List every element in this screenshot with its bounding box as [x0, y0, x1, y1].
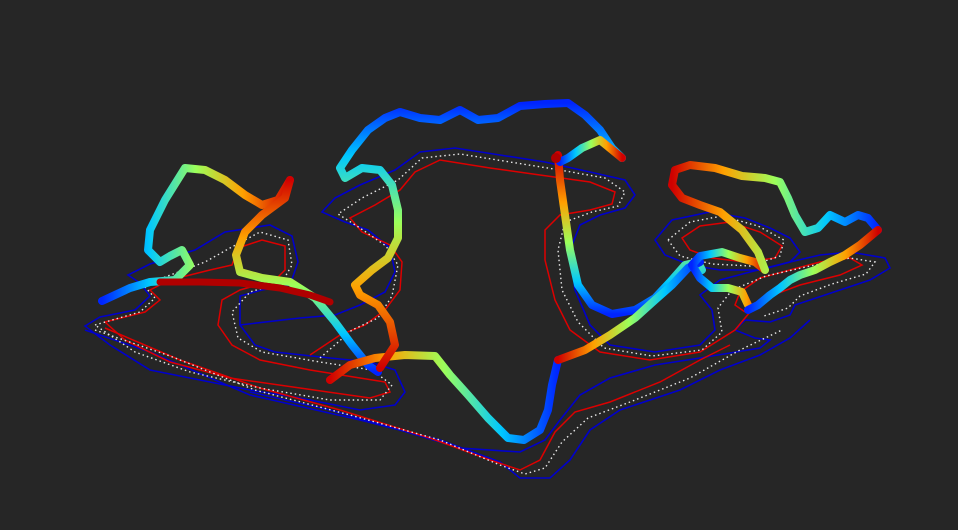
racing-line-endpoint	[551, 153, 561, 163]
centerline-main	[93, 231, 393, 401]
outer-boundary-right	[239, 147, 892, 453]
racing-line-segment-drop	[232, 176, 382, 376]
track-inner-boundary	[103, 159, 864, 471]
inner-boundary-center	[309, 159, 864, 361]
racing-line-segment-mid	[326, 351, 562, 444]
centerline-bottom	[94, 329, 783, 475]
racing-line-segment-crossover	[556, 136, 626, 166]
racing-line-segment-tower	[336, 99, 626, 372]
track-centerline	[93, 153, 877, 475]
racing-line-3d	[98, 99, 882, 444]
inner-boundary-bottom	[104, 327, 731, 471]
inner-boundary-main	[103, 239, 392, 399]
outer-boundary-bottom	[84, 319, 811, 479]
racing-line-segment-tail	[744, 226, 882, 314]
racing-line-segment-peak	[554, 151, 706, 318]
racing-line-segment-loop	[668, 161, 882, 274]
track-outer-boundary	[83, 147, 892, 479]
racing-line-segment-flat	[156, 278, 334, 306]
racing-line-segment-riserA	[554, 258, 704, 364]
racing-line-segment-right	[688, 248, 769, 309]
